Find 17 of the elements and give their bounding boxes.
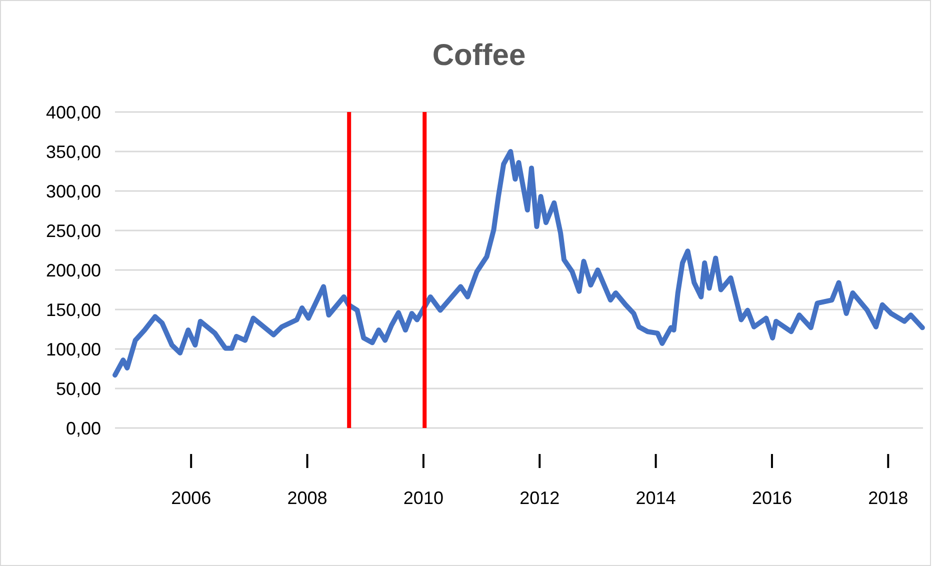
- x-tick-label: 2014: [636, 488, 676, 508]
- y-tick-label: 400,00: [46, 102, 101, 122]
- y-tick-label: 0,00: [66, 418, 101, 438]
- x-tick-label: 2006: [171, 488, 212, 508]
- y-tick-label: 350,00: [46, 142, 101, 162]
- chart-title: Coffee: [432, 39, 526, 72]
- x-tick-label: 2008: [287, 488, 328, 508]
- y-tick-label: 300,00: [46, 181, 101, 202]
- y-tick-label: 150,00: [46, 300, 101, 320]
- y-tick-label: 100,00: [46, 339, 101, 360]
- y-tick-label: 200,00: [46, 260, 101, 280]
- y-tick-label: 250,00: [46, 220, 101, 241]
- x-tick-label: 2018: [868, 488, 908, 508]
- x-tick-label: 2012: [520, 488, 560, 508]
- x-tick-label: 2010: [403, 488, 444, 508]
- y-tick-label: 50,00: [56, 378, 101, 399]
- x-tick-label: 2016: [752, 488, 792, 508]
